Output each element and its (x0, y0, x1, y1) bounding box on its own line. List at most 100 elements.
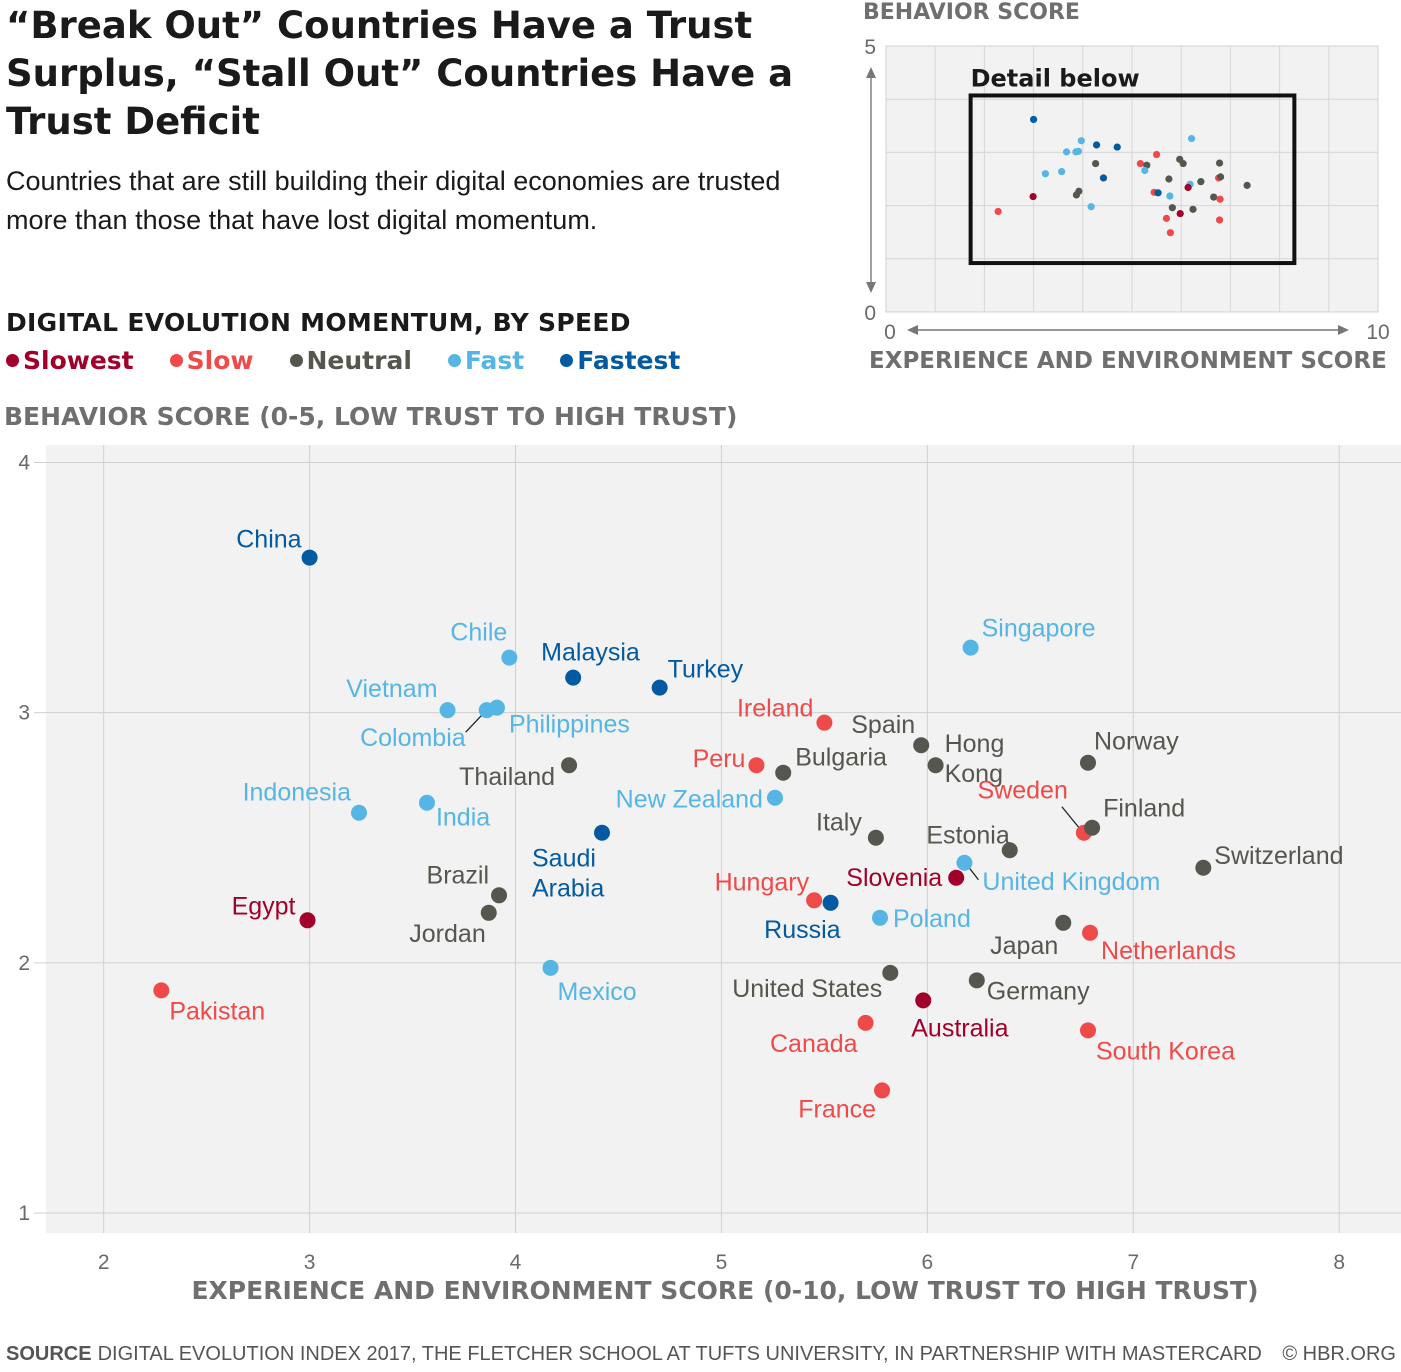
point-vietnam (439, 702, 456, 719)
point-netherlands (1082, 924, 1099, 941)
point-malaysia (565, 669, 582, 686)
point-united-states (882, 964, 899, 981)
x-tick-label: 3 (304, 1251, 316, 1274)
legend-label-fast: Fast (464, 346, 525, 375)
point-peru (748, 757, 765, 774)
point-brazil (491, 887, 508, 904)
label-vietnam: Vietnam (346, 675, 437, 703)
inset-point-china (1030, 115, 1038, 124)
inset-point-france (1166, 229, 1174, 237)
point-china (301, 549, 318, 566)
legend-dot-neutral (289, 354, 303, 367)
inset-point-singapore (1187, 134, 1196, 143)
label-new-zealand: New Zealand (616, 786, 763, 814)
legend-dot-slow (169, 354, 183, 367)
inset-point-italy (1165, 175, 1173, 183)
inset-point-japan (1210, 193, 1218, 201)
leader-line-colombia (465, 713, 484, 733)
label-netherlands: Netherlands (1101, 937, 1236, 965)
label-singapore: Singapore (982, 615, 1096, 643)
inset-point-indonesia (1041, 170, 1050, 178)
label-united-states: United States (732, 975, 882, 1003)
label-estonia: Estonia (926, 821, 1009, 849)
inset-point-mexico (1087, 203, 1095, 211)
inset-x-arrowhead-right (1338, 325, 1349, 335)
label-australia: Australia (911, 1014, 1008, 1042)
inset-x-tick-max: 10 (1366, 321, 1389, 344)
point-hungary (806, 892, 823, 909)
x-axis-title: EXPERIENCE AND ENVIRONMENT SCORE (0-10, … (191, 1276, 1259, 1305)
point-new-zealand (766, 789, 783, 806)
leader-line-sweden (1061, 806, 1081, 830)
legend-label-slow: Slow (186, 346, 254, 375)
point-hong-kong (927, 757, 944, 774)
legend-label-neutral: Neutral (306, 346, 412, 375)
label-sweden: Sweden (978, 777, 1068, 805)
inset-point-new-zealand (1141, 166, 1149, 175)
point-egypt (299, 912, 316, 929)
legend-item-fastest: Fastest (560, 346, 680, 375)
point-spain (913, 737, 930, 754)
label-hong-kong-line-1: Hong (945, 730, 1005, 758)
inset-point-switzerland (1243, 181, 1251, 189)
label-colombia: Colombia (360, 724, 466, 752)
legend-label-slowest: Slowest (23, 346, 134, 375)
label-ireland: Ireland (737, 695, 813, 723)
label-finland: Finland (1103, 795, 1185, 823)
label-malaysia: Malaysia (541, 639, 640, 667)
inset-point-chile (1077, 137, 1085, 145)
inset-point-india (1058, 167, 1066, 176)
point-ireland (816, 714, 833, 731)
label-south-korea: South Korea (1096, 1037, 1235, 1065)
inset-point-canada (1162, 214, 1171, 222)
label-switzerland: Switzerland (1214, 842, 1343, 870)
source-label: SOURCE (6, 1343, 92, 1365)
label-pakistan: Pakistan (169, 997, 265, 1025)
credit: © HBR.ORG (1282, 1343, 1396, 1365)
inset-y-arrowhead-bottom (866, 282, 876, 293)
x-tick-label: 8 (1333, 1251, 1345, 1274)
inset-point-hong-kong (1179, 159, 1187, 168)
point-jordan (480, 904, 497, 921)
point-singapore (962, 639, 979, 656)
inset-point-ireland (1153, 150, 1161, 159)
point-italy (867, 829, 884, 846)
point-finland (1084, 819, 1101, 836)
y-tick-label: 4 (18, 452, 30, 475)
x-tick-label: 2 (98, 1251, 110, 1274)
inset-y-tick-max: 5 (864, 36, 876, 59)
label-france: France (798, 1095, 876, 1123)
inset-point-norway (1215, 159, 1224, 167)
legend-title: DIGITAL EVOLUTION MOMENTUM, BY SPEED (6, 308, 631, 337)
inset-point-poland (1166, 192, 1174, 200)
label-egypt: Egypt (232, 892, 296, 920)
plot-background (46, 445, 1401, 1233)
inset-y-tick-min: 0 (864, 302, 876, 325)
leader-line-united-kingdom (967, 866, 979, 881)
label-mexico: Mexico (558, 978, 637, 1006)
y-tick-label: 2 (18, 952, 30, 975)
label-china: China (236, 526, 301, 554)
label-thailand: Thailand (459, 763, 555, 791)
point-turkey (651, 679, 668, 696)
inset-x-axis-title: EXPERIENCE AND ENVIRONMENT SCORE (869, 348, 1387, 374)
label-india: India (436, 804, 490, 832)
point-germany (968, 972, 985, 989)
inset-y-arrowhead-top (866, 67, 876, 78)
label-saudi-arabia-line-2: Arabia (532, 875, 604, 903)
inset-point-united-states (1168, 204, 1176, 212)
point-japan (1055, 914, 1072, 931)
y-axis-title: BEHAVIOR SCORE (0-5, LOW TRUST TO HIGH T… (4, 402, 738, 431)
inset-point-thailand (1091, 159, 1100, 168)
inset-point-vietnam (1062, 148, 1071, 156)
label-saudi-arabia-line-1: Saudi (532, 845, 596, 873)
inset-point-turkey (1113, 143, 1121, 151)
inset-point-egypt (1029, 192, 1037, 201)
label-hungary: Hungary (715, 868, 810, 896)
inset-point-peru (1136, 159, 1144, 168)
label-united-kingdom: United Kingdom (982, 868, 1160, 896)
label-spain: Spain (851, 711, 915, 739)
point-canada (857, 1014, 874, 1031)
inset-detail-box (968, 93, 1297, 266)
label-italy: Italy (816, 809, 862, 837)
